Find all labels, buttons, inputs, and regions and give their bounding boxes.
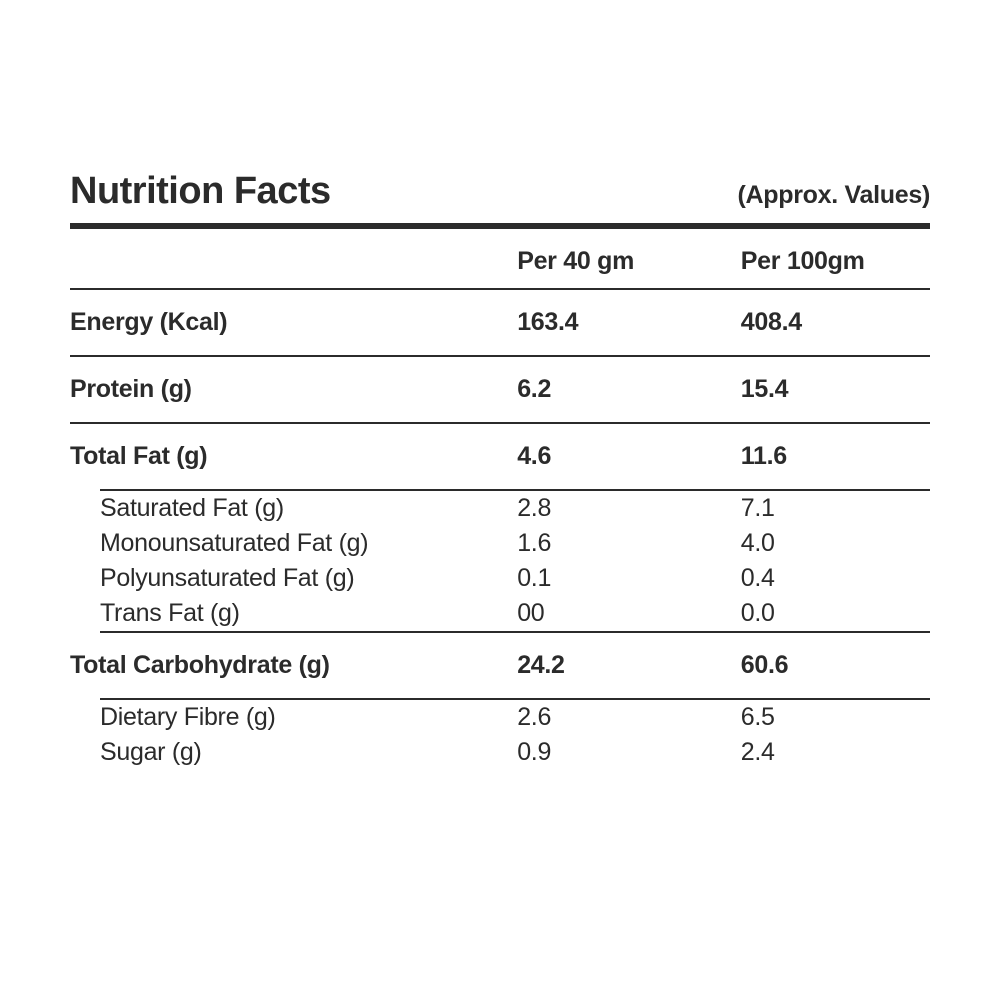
row-protein: Protein (g) 6.2 15.4 — [70, 357, 930, 422]
row-energy: Energy (Kcal) 163.4 408.4 — [70, 290, 930, 355]
label-sugar: Sugar (g) — [70, 735, 517, 770]
nutrition-facts-panel: Nutrition Facts (Approx. Values) Per 40 … — [70, 170, 930, 770]
label-saturated-fat: Saturated Fat (g) — [70, 491, 517, 526]
row-saturated-fat: Saturated Fat (g) 2.8 7.1 — [70, 491, 930, 526]
nutrition-table: Per 40 gm Per 100gm Energy (Kcal) 163.4 … — [70, 229, 930, 770]
total-fat-per100: 11.6 — [741, 424, 930, 489]
row-trans-fat: Trans Fat (g) 00 0.0 — [70, 596, 930, 631]
saturated-fat-per100: 7.1 — [741, 491, 930, 526]
label-protein: Protein (g) — [70, 357, 517, 422]
label-polyunsaturated-fat: Polyunsaturated Fat (g) — [70, 561, 517, 596]
mono-fat-per100: 4.0 — [741, 526, 930, 561]
row-total-carbohydrate: Total Carbohydrate (g) 24.2 60.6 — [70, 633, 930, 698]
protein-per100: 15.4 — [741, 357, 930, 422]
total-carb-per40: 24.2 — [517, 633, 741, 698]
row-sugar: Sugar (g) 0.9 2.4 — [70, 735, 930, 770]
row-dietary-fibre: Dietary Fibre (g) 2.6 6.5 — [70, 700, 930, 735]
table-header-row: Per 40 gm Per 100gm — [70, 229, 930, 288]
col-header-per40: Per 40 gm — [517, 229, 741, 288]
energy-per100: 408.4 — [741, 290, 930, 355]
fibre-per40: 2.6 — [517, 700, 741, 735]
row-monounsaturated-fat: Monounsaturated Fat (g) 1.6 4.0 — [70, 526, 930, 561]
trans-fat-per40: 00 — [517, 596, 741, 631]
total-carb-per100: 60.6 — [741, 633, 930, 698]
sugar-per100: 2.4 — [741, 735, 930, 770]
saturated-fat-per40: 2.8 — [517, 491, 741, 526]
panel-title: Nutrition Facts — [70, 170, 331, 213]
poly-fat-per40: 0.1 — [517, 561, 741, 596]
label-dietary-fibre: Dietary Fibre (g) — [70, 700, 517, 735]
label-total-fat: Total Fat (g) — [70, 424, 517, 489]
title-row: Nutrition Facts (Approx. Values) — [70, 170, 930, 223]
col-header-per100: Per 100gm — [741, 229, 930, 288]
row-polyunsaturated-fat: Polyunsaturated Fat (g) 0.1 0.4 — [70, 561, 930, 596]
label-trans-fat: Trans Fat (g) — [70, 596, 517, 631]
total-fat-per40: 4.6 — [517, 424, 741, 489]
energy-per40: 163.4 — [517, 290, 741, 355]
fibre-per100: 6.5 — [741, 700, 930, 735]
mono-fat-per40: 1.6 — [517, 526, 741, 561]
sugar-per40: 0.9 — [517, 735, 741, 770]
label-monounsaturated-fat: Monounsaturated Fat (g) — [70, 526, 517, 561]
poly-fat-per100: 0.4 — [741, 561, 930, 596]
trans-fat-per100: 0.0 — [741, 596, 930, 631]
label-total-carb: Total Carbohydrate (g) — [70, 633, 517, 698]
label-energy: Energy (Kcal) — [70, 290, 517, 355]
protein-per40: 6.2 — [517, 357, 741, 422]
panel-subtitle: (Approx. Values) — [738, 181, 930, 210]
row-total-fat: Total Fat (g) 4.6 11.6 — [70, 424, 930, 489]
